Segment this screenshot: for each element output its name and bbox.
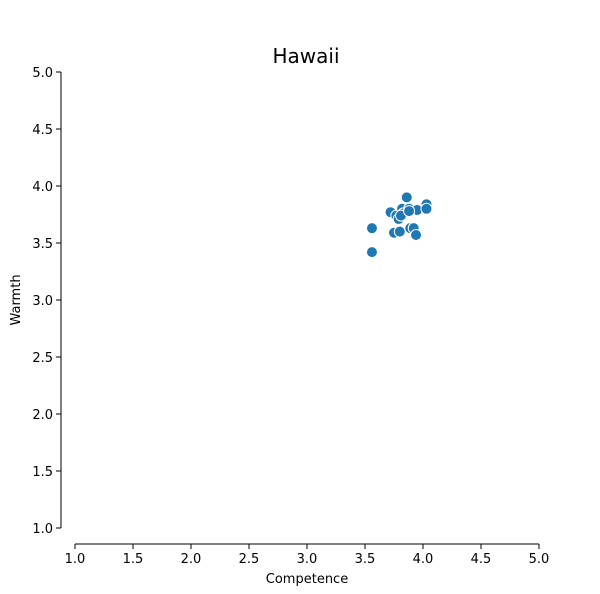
x-tick-label: 3.5 xyxy=(355,552,376,567)
x-tick-label: 1.5 xyxy=(123,552,144,567)
x-axis-label: Competence xyxy=(266,572,348,587)
y-tick-label: 2.0 xyxy=(32,408,53,423)
chart-title: Hawaii xyxy=(272,44,339,68)
axes: 1.0 1.5 2.0 2.5 3.0 3.5 4.0 4.5 5.0 1.0 1.5 2.0 2.5 3… xyxy=(32,66,549,567)
data-point xyxy=(365,222,378,235)
data-point xyxy=(403,205,416,218)
y-tick-label: 3.0 xyxy=(32,294,53,309)
y-axis-label: Warmth xyxy=(9,274,24,325)
data-point xyxy=(400,191,413,204)
x-tick-label: 3.0 xyxy=(297,552,318,567)
data-points xyxy=(365,191,433,259)
data-point xyxy=(393,225,406,238)
y-tick-label: 1.0 xyxy=(32,522,53,537)
y-tick-label: 5.0 xyxy=(32,66,53,81)
y-tick-label: 2.5 xyxy=(32,351,53,366)
data-point xyxy=(420,202,433,215)
x-tick-label: 4.0 xyxy=(413,552,434,567)
data-point xyxy=(410,229,423,242)
x-tick-label: 5.0 xyxy=(529,552,550,567)
x-tick-label: 2.5 xyxy=(239,552,260,567)
y-tick-label: 3.5 xyxy=(32,237,53,252)
x-tick-label: 2.0 xyxy=(181,552,202,567)
data-point xyxy=(365,246,378,259)
y-tick-label: 4.5 xyxy=(32,123,53,138)
x-tick-label: 1.0 xyxy=(65,552,86,567)
y-tick-label: 4.0 xyxy=(32,180,53,195)
y-tick-label: 1.5 xyxy=(32,465,53,480)
x-tick-label: 4.5 xyxy=(471,552,492,567)
